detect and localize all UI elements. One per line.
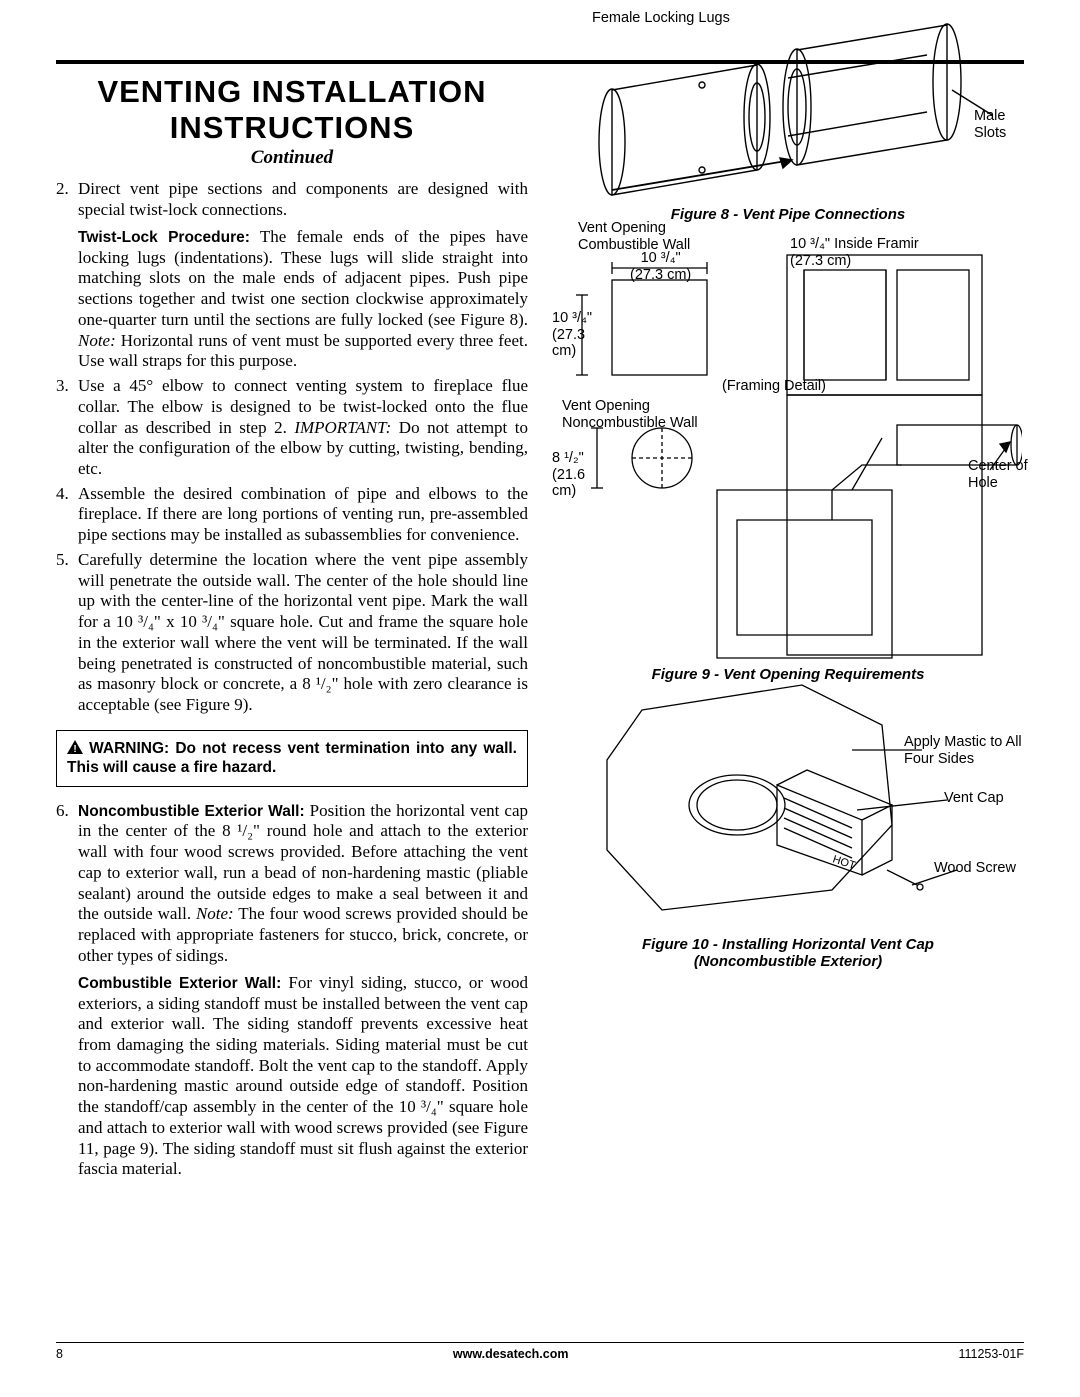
item-number: 4. xyxy=(56,484,78,546)
fig8-female-label: Female Locking Lugs xyxy=(592,10,730,27)
page: VENTING INSTALLATION INSTRUCTIONS Contin… xyxy=(0,0,1080,1397)
list-item: 4. Assemble the desired combination of p… xyxy=(56,484,528,546)
item2-para1: Direct vent pipe sections and components… xyxy=(78,179,528,219)
item-number: 2. xyxy=(56,179,78,372)
fig10-caption: Figure 10 - Installing Horizontal Vent C… xyxy=(552,936,1024,970)
fig10-mastic: Apply Mastic to All Four Sides xyxy=(904,734,1024,767)
figure-9: Vent Opening Combustible Wall 10 ³/₄" In… xyxy=(552,220,1024,680)
footer-url: www.desatech.com xyxy=(453,1347,569,1361)
page-number: 8 xyxy=(56,1347,63,1361)
warning-text: WARNING: Do not recess vent termination … xyxy=(67,740,517,776)
fig9-framing-detail: (Framing Detail) xyxy=(722,378,826,395)
footer: 8 www.desatech.com 111253-01F xyxy=(56,1342,1024,1361)
doc-number: 111253-01F xyxy=(958,1347,1024,1361)
left-column: VENTING INSTALLATION INSTRUCTIONS Contin… xyxy=(56,74,528,1184)
item-number: 5. xyxy=(56,550,78,716)
right-column: Female Locking Lugs Male Slots Figure 8 … xyxy=(552,74,1024,1184)
instruction-list-2: 6. Noncombustible Exterior Wall: Positio… xyxy=(56,801,528,1181)
fig8-male-label: Male Slots xyxy=(974,108,1024,141)
figure-10: HOT Apply Mastic to All Four Sides Vent … xyxy=(552,680,1024,970)
fig10-ventcap: Vent Cap xyxy=(944,790,1024,807)
title-line1: VENTING INSTALLATION xyxy=(97,74,486,109)
item6-lead2: Combustible Exterior Wall: xyxy=(78,975,281,992)
fig9-inside-framir: 10 ³/₄" Inside Framir(27.3 cm) xyxy=(790,236,965,269)
item-number: 6. xyxy=(56,801,78,1181)
vent-pipe-diagram xyxy=(552,10,1022,210)
fig9-812: 8 ¹/₂"(21.6 cm) xyxy=(552,450,610,500)
list-item: 5. Carefully determine the location wher… xyxy=(56,550,528,716)
list-item: 3. Use a 45° elbow to connect venting sy… xyxy=(56,376,528,480)
fig9-1034-left: 10 ³/₄"(27.3 cm) xyxy=(552,310,607,360)
item2-lead: Twist-Lock Procedure: xyxy=(78,229,250,246)
item6-lead1: Noncombustible Exterior Wall: xyxy=(78,803,305,820)
list-item: 6. Noncombustible Exterior Wall: Positio… xyxy=(56,801,528,1181)
item2-tail: Horizontal runs of vent must be supporte… xyxy=(78,331,528,371)
page-title: VENTING INSTALLATION INSTRUCTIONS xyxy=(56,74,528,145)
item2-note: Note: xyxy=(78,331,116,350)
instruction-list: 2. Direct vent pipe sections and compone… xyxy=(56,179,528,716)
fig10-woodscrew: Wood Screw xyxy=(934,860,1034,877)
svg-text:!: ! xyxy=(73,744,76,754)
item6-note: Note: xyxy=(196,904,234,923)
item-number: 3. xyxy=(56,376,78,480)
vent-opening-diagram xyxy=(552,220,1022,670)
fig9-center-hole: Center of Hole xyxy=(968,458,1028,491)
list-item: 2. Direct vent pipe sections and compone… xyxy=(56,179,528,372)
item6-c: For vinyl siding, stucco, or wood exteri… xyxy=(78,973,528,1179)
item3-important: IMPORTANT: xyxy=(294,418,391,437)
two-column-layout: VENTING INSTALLATION INSTRUCTIONS Contin… xyxy=(56,74,1024,1184)
item4-body: Assemble the desired combination of pipe… xyxy=(78,484,528,546)
warning-box: ! WARNING: Do not recess vent terminatio… xyxy=(56,730,528,787)
title-line2: INSTRUCTIONS xyxy=(170,110,415,145)
warning-icon: ! xyxy=(67,740,83,754)
fig9-1034-top: 10 ³/₄"(27.3 cm) xyxy=(630,250,691,283)
figure-8: Female Locking Lugs Male Slots Figure 8 … xyxy=(552,10,1024,220)
page-subtitle: Continued xyxy=(56,147,528,169)
item5-body: Carefully determine the location where t… xyxy=(78,550,528,716)
fig9-ventopen-comb: Vent Opening Combustible Wall xyxy=(578,220,728,253)
fig9-ventopen-non: Vent Opening Noncombustible Wall xyxy=(562,398,722,431)
